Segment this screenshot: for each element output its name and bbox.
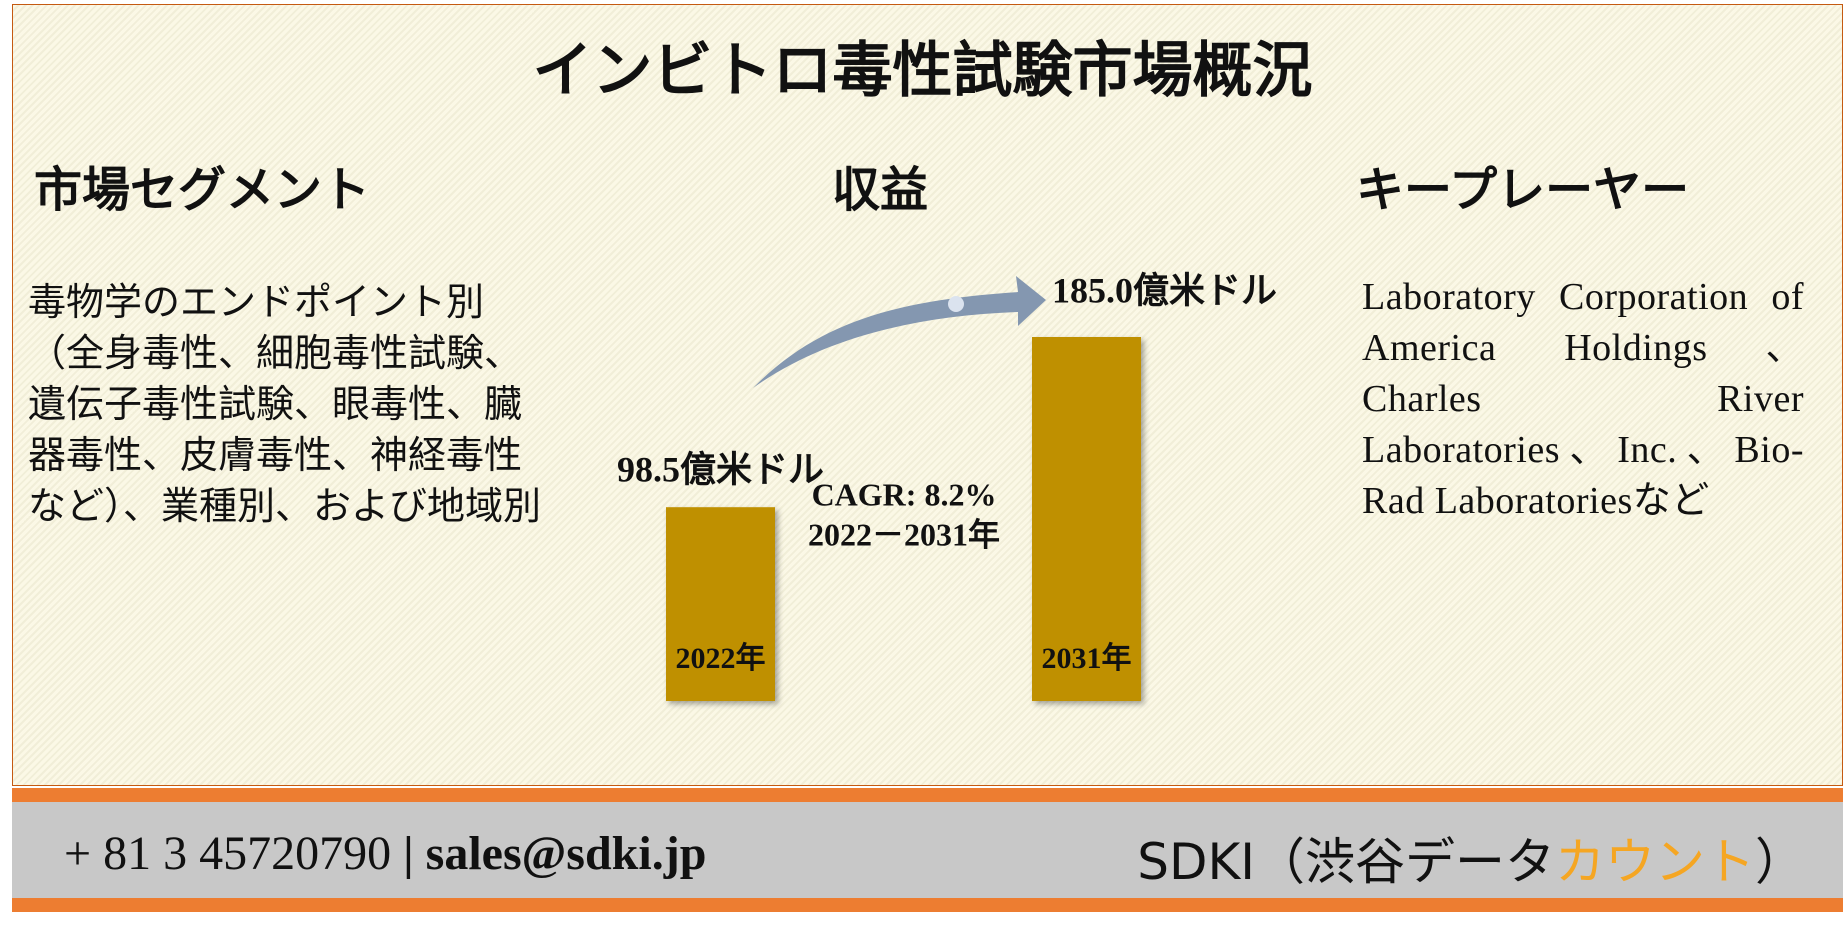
cagr: CAGR: 8.2% — [812, 476, 997, 512]
separator: | — [403, 827, 414, 880]
arrow-dot — [948, 296, 964, 312]
value-label: 98.5億米ドル — [617, 449, 824, 489]
value-label: 185.0億米ドル — [1052, 270, 1277, 310]
brand-close: ） — [1755, 833, 1805, 891]
phone: + 81 3 45720790 — [64, 827, 392, 880]
contact: + 81 3 45720790 | sales@sdki.jp — [64, 826, 706, 881]
brand-highlight: カウント — [1555, 833, 1755, 891]
key-players-heading: キープレーヤー — [1356, 164, 1690, 217]
key-players-text: Laboratory Corporation of America Holdin… — [1362, 276, 1804, 522]
year-label: 2022年 — [676, 642, 766, 675]
period: 2022－2031年 — [808, 516, 1000, 552]
bar — [666, 507, 775, 701]
growth-arrow — [753, 276, 1046, 388]
email: sales@sdki.jp — [425, 827, 707, 880]
revenue-chart: CAGR: 8.2% 2022－2031年 2022年 98.5億米ドル 2031年… — [617, 270, 1277, 701]
brand-name: SDKI（渋谷データ — [1137, 833, 1555, 891]
year-label: 2031年 — [1042, 642, 1132, 675]
segment-heading: 市場セグメント — [34, 164, 371, 217]
bar — [1032, 337, 1141, 701]
title: インビトロ毒性試験市場概況 — [532, 38, 1313, 104]
segment-text: 毒物学のエンドポイント別（全身毒性、細胞毒性試験、遺伝子毒性試験、眼毒性、臓器毒… — [28, 282, 542, 528]
brand: SDKI（渋谷データカウント） — [1137, 822, 1805, 894]
footer: + 81 3 45720790 | sales@sdki.jp SDKI（渋谷デ… — [12, 788, 1843, 912]
panel — [12, 4, 1843, 786]
revenue-heading: 収益 — [832, 164, 929, 217]
